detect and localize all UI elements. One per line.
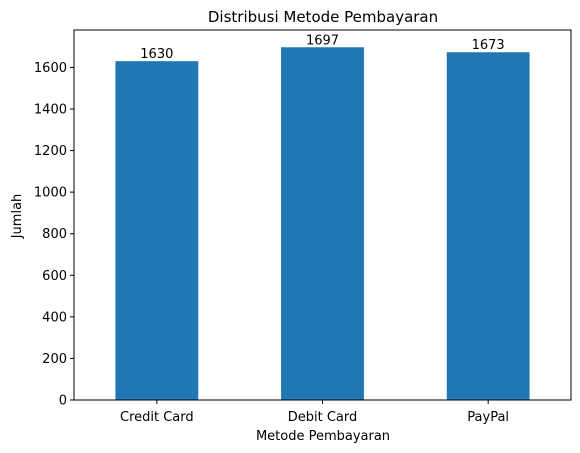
y-tick-label: 600 bbox=[42, 269, 67, 284]
y-tick-label: 400 bbox=[42, 310, 67, 325]
x-tick-label: PayPal bbox=[467, 410, 509, 425]
plot-area: 1630 1697 1673 0 200 400 600 800 1000 1200 1400 160… bbox=[34, 29, 572, 425]
data-label: 1673 bbox=[472, 38, 505, 53]
data-label: 1630 bbox=[140, 47, 173, 62]
y-tick-label: 1000 bbox=[34, 186, 67, 201]
y-tick-label: 1600 bbox=[34, 61, 67, 76]
y-tick-label: 800 bbox=[42, 227, 67, 242]
y-tick-label: 1400 bbox=[34, 102, 67, 117]
x-tick-label: Debit Card bbox=[288, 410, 358, 425]
x-tick-label: Credit Card bbox=[120, 410, 194, 425]
y-tick-label: 1200 bbox=[34, 144, 67, 159]
y-axis-label: Jumlah bbox=[10, 194, 25, 240]
bar bbox=[281, 47, 364, 400]
y-tick-label: 0 bbox=[59, 394, 67, 409]
data-label: 1697 bbox=[306, 33, 339, 48]
bar bbox=[446, 52, 530, 400]
bar bbox=[115, 61, 199, 400]
chart-title: Distribusi Metode Pembayaran bbox=[208, 8, 438, 26]
y-tick-label: 200 bbox=[42, 352, 67, 367]
x-axis-label: Metode Pembayaran bbox=[256, 429, 390, 444]
